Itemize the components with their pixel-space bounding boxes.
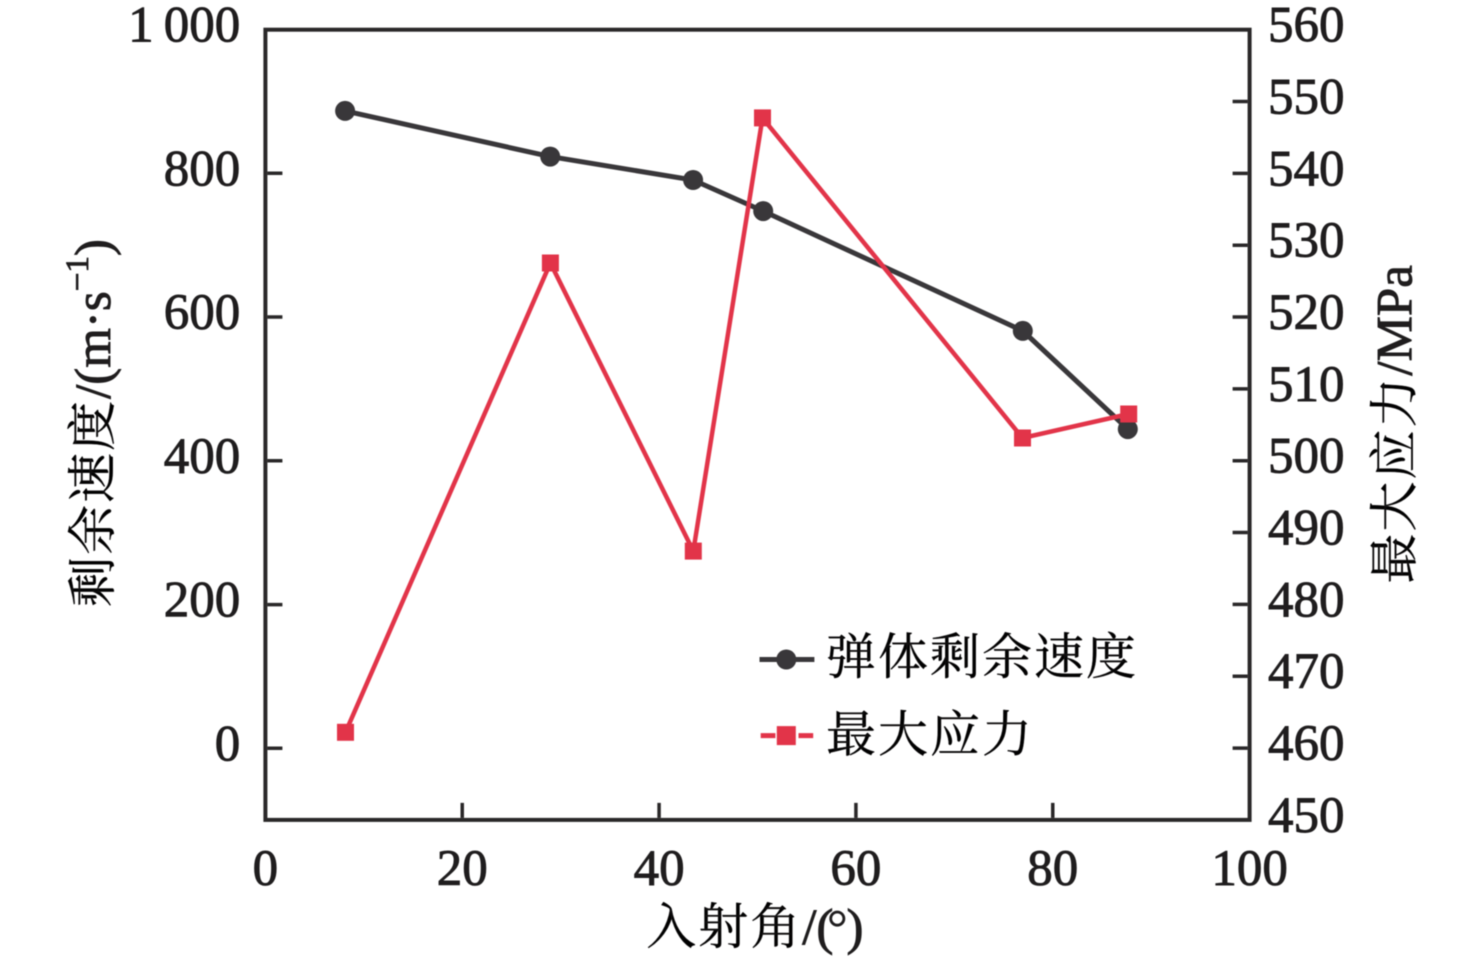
svg-text:60: 60 bbox=[830, 841, 881, 897]
svg-text:600: 600 bbox=[164, 285, 241, 341]
svg-text:0: 0 bbox=[215, 716, 241, 772]
svg-text:100: 100 bbox=[1211, 841, 1288, 897]
svg-text:/(m·s−1): /(m·s−1) bbox=[60, 239, 122, 399]
svg-text:80: 80 bbox=[1027, 841, 1078, 897]
svg-text:460: 460 bbox=[1268, 716, 1345, 772]
svg-text:560: 560 bbox=[1268, 0, 1345, 54]
svg-text:480: 480 bbox=[1268, 572, 1345, 628]
svg-text:530: 530 bbox=[1268, 213, 1345, 269]
svg-text:520: 520 bbox=[1268, 285, 1345, 341]
svg-text:200: 200 bbox=[164, 573, 241, 629]
svg-text:0: 0 bbox=[253, 841, 279, 897]
svg-text:500: 500 bbox=[1268, 429, 1345, 485]
svg-text:): ) bbox=[847, 900, 864, 956]
svg-text:1 000: 1 000 bbox=[128, 0, 240, 54]
svg-text:20: 20 bbox=[437, 841, 488, 897]
svg-text:400: 400 bbox=[164, 429, 241, 485]
svg-text:800: 800 bbox=[164, 141, 241, 197]
svg-text:/MPa: /MPa bbox=[1368, 265, 1424, 376]
svg-text:550: 550 bbox=[1268, 70, 1345, 126]
svg-text:540: 540 bbox=[1268, 141, 1345, 197]
svg-text:510: 510 bbox=[1268, 357, 1345, 413]
svg-text:470: 470 bbox=[1268, 644, 1345, 700]
svg-text:450: 450 bbox=[1268, 788, 1345, 844]
svg-text:/(: /( bbox=[802, 900, 833, 956]
svg-text:40: 40 bbox=[634, 841, 685, 897]
svg-text:490: 490 bbox=[1268, 501, 1345, 557]
